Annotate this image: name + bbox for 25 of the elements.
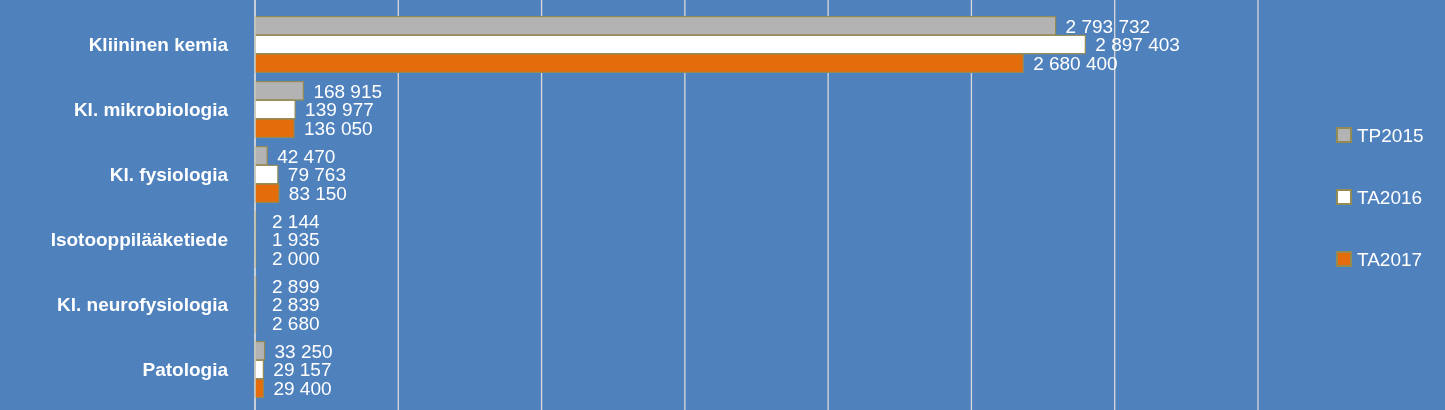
y-tick-label: Patologia xyxy=(142,359,229,381)
data-label: 2 793 732 xyxy=(1065,15,1151,37)
data-label: 79 763 xyxy=(287,164,346,186)
data-label: 2 144 xyxy=(272,210,320,232)
data-label: 29 157 xyxy=(273,359,332,381)
data-label: 83 150 xyxy=(288,183,347,205)
legend-label: TP2015 xyxy=(1357,124,1424,146)
legend-label: TA2016 xyxy=(1357,186,1423,208)
legend-label: TA2017 xyxy=(1357,248,1423,270)
data-label: 136 050 xyxy=(303,118,373,140)
data-label: 42 470 xyxy=(277,145,336,167)
y-tick-label: Kl. neurofysiologia xyxy=(56,294,229,316)
data-label: 2 680 xyxy=(272,313,320,335)
y-tick-label: Kl. fysiologia xyxy=(109,164,229,186)
data-label: 168 915 xyxy=(313,80,383,102)
data-label: 33 250 xyxy=(274,340,333,362)
data-label: 2 839 xyxy=(272,294,320,316)
y-tick-label: Kliininen kemia xyxy=(88,34,229,56)
data-label: 139 977 xyxy=(305,99,374,121)
data-label: 29 400 xyxy=(273,378,332,400)
y-tick-label: Kl. mikrobiologia xyxy=(73,99,229,121)
y-tick-label: Isotooppilääketiede xyxy=(50,229,228,251)
data-label: 2 000 xyxy=(272,248,320,270)
data-label: 1 935 xyxy=(272,229,320,251)
data-label: 2 899 xyxy=(272,275,320,297)
